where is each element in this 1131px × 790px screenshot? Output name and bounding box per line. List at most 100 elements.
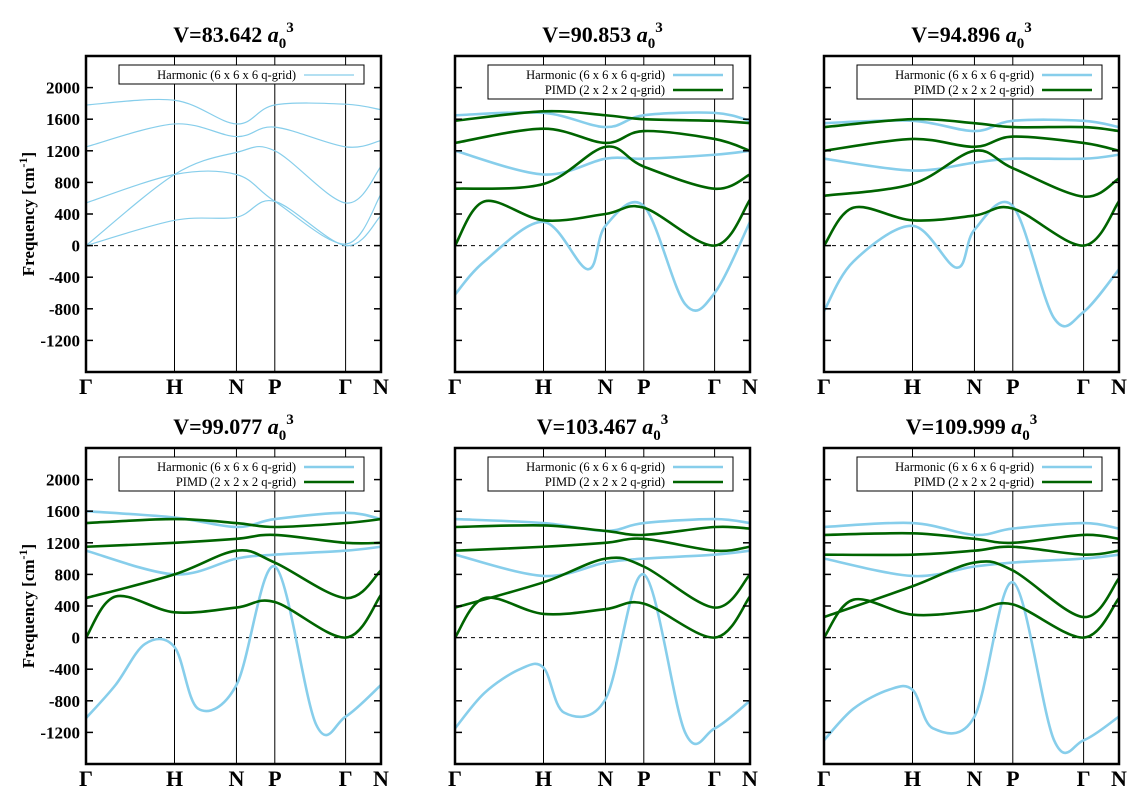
title-prefix: V=99.077: [173, 414, 267, 439]
x-tick-label: Γ: [1077, 766, 1091, 790]
harmonic-series-line: [455, 200, 750, 312]
legend-box: [487, 64, 734, 100]
harmonic-series-line: [455, 517, 750, 533]
pimd-series-line: [455, 537, 750, 553]
x-tick-label: Γ: [708, 766, 722, 790]
pimd-series-line: [86, 593, 381, 639]
y-tick-label: 800: [55, 565, 81, 584]
y-tick-label: -1200: [40, 331, 80, 350]
x-tick-label: Γ: [817, 766, 831, 790]
harmonic-series-line: [86, 199, 381, 247]
x-tick-label: H: [535, 374, 552, 399]
title-unit-sup: 3: [1024, 20, 1032, 36]
harmonic-series-line: [455, 549, 750, 578]
y-tick-label: -400: [49, 268, 80, 287]
x-tick-label: Γ: [79, 766, 93, 790]
title-unit: a: [268, 414, 279, 439]
pimd-series-line: [455, 198, 750, 247]
legend-harmonic-label: Harmonic (6 x 6 x 6 q-grid): [157, 460, 296, 474]
legend-harmonic-label: Harmonic (6 x 6 x 6 q-grid): [526, 68, 665, 82]
x-tick-label: N: [598, 374, 614, 399]
title-prefix: V=94.896: [911, 22, 1005, 47]
curve-group: [824, 521, 1119, 755]
pimd-series-line: [455, 145, 750, 191]
panel-frame: [822, 446, 1121, 766]
title-unit-sub: 0: [1022, 428, 1030, 444]
x-tick-label: N: [742, 766, 758, 790]
pimd-series-line: [86, 517, 381, 529]
pimd-series-line: [824, 135, 1119, 153]
x-tick-label: P: [268, 374, 281, 399]
title-unit: a: [642, 414, 653, 439]
harmonic-series-line: [86, 170, 381, 245]
curve-group: [824, 117, 1119, 328]
title-unit-sup: 3: [286, 20, 294, 36]
x-tick-label: N: [229, 766, 245, 790]
harmonic-series-line: [824, 553, 1119, 578]
pimd-series-line: [455, 595, 750, 639]
x-tick-label: H: [166, 766, 183, 790]
x-tick-label: H: [904, 766, 921, 790]
title-unit: a: [637, 22, 648, 47]
x-tick-label: H: [166, 374, 183, 399]
y-tick-label: 2000: [46, 79, 80, 98]
pimd-series-line: [86, 533, 381, 549]
y-tick-label: 1200: [46, 534, 80, 553]
curve-group: [455, 517, 750, 746]
harmonic-series-line: [824, 153, 1119, 172]
title-unit-sup: 3: [286, 412, 294, 428]
y-tick-label: 2000: [46, 471, 80, 490]
title-unit-sub: 0: [648, 36, 656, 52]
pimd-series-line: [824, 545, 1119, 557]
pimd-series-line: [455, 109, 750, 125]
title-prefix: V=83.642: [173, 22, 267, 47]
panel-title: V=94.896 a03: [911, 20, 1031, 52]
x-tick-label: Γ: [448, 374, 462, 399]
x-tick-label: H: [535, 766, 552, 790]
title-unit-sup: 3: [1030, 412, 1038, 428]
title-unit: a: [1011, 414, 1022, 439]
pimd-series-line: [455, 127, 750, 153]
panel-title: V=99.077 a03: [173, 412, 293, 444]
pimd-series-line: [824, 149, 1119, 198]
legend-harmonic-label: Harmonic (6 x 6 x 6 q-grid): [157, 68, 296, 82]
curve-group: [86, 509, 381, 737]
pimd-series-line: [86, 549, 381, 600]
x-tick-label: Γ: [79, 374, 93, 399]
legend-pimd-label: PIMD (2 x 2 x 2 q-grid): [545, 475, 665, 489]
x-tick-label: N: [598, 766, 614, 790]
legend-box: [487, 456, 734, 492]
y-tick-label: 400: [55, 597, 81, 616]
pimd-series-line: [455, 556, 750, 609]
title-prefix: V=103.467: [537, 414, 642, 439]
x-tick-label: Γ: [817, 374, 831, 399]
legend-pimd-label: PIMD (2 x 2 x 2 q-grid): [914, 475, 1034, 489]
title-unit-sup: 3: [661, 412, 669, 428]
panel-frame: [84, 446, 383, 766]
title-unit: a: [1006, 22, 1017, 47]
x-tick-label: P: [637, 374, 650, 399]
y-axis-label-main: Frequency [cm: [19, 167, 38, 276]
x-tick-label: Γ: [448, 766, 462, 790]
x-tick-label: N: [373, 766, 389, 790]
harmonic-series-line: [86, 545, 381, 576]
y-axis-label-close: ]: [19, 152, 38, 158]
x-tick-label: Γ: [339, 374, 353, 399]
panel-title: V=109.999 a03: [906, 412, 1037, 444]
y-tick-label: 1200: [46, 142, 80, 161]
y-axis-label: Frequency [cm-1]: [16, 152, 38, 276]
y-tick-label: 0: [72, 629, 81, 648]
x-tick-label: N: [1111, 374, 1127, 399]
y-axis-label-sup: -1: [16, 157, 30, 167]
harmonic-series-line: [86, 565, 381, 737]
legend-pimd-label: PIMD (2 x 2 x 2 q-grid): [545, 83, 665, 97]
y-axis-label-main: Frequency [cm: [19, 559, 38, 668]
title-unit-sub: 0: [279, 36, 287, 52]
x-tick-label: H: [904, 374, 921, 399]
harmonic-series-line: [824, 521, 1119, 537]
legend-box: [856, 64, 1103, 100]
x-tick-label: P: [637, 766, 650, 790]
